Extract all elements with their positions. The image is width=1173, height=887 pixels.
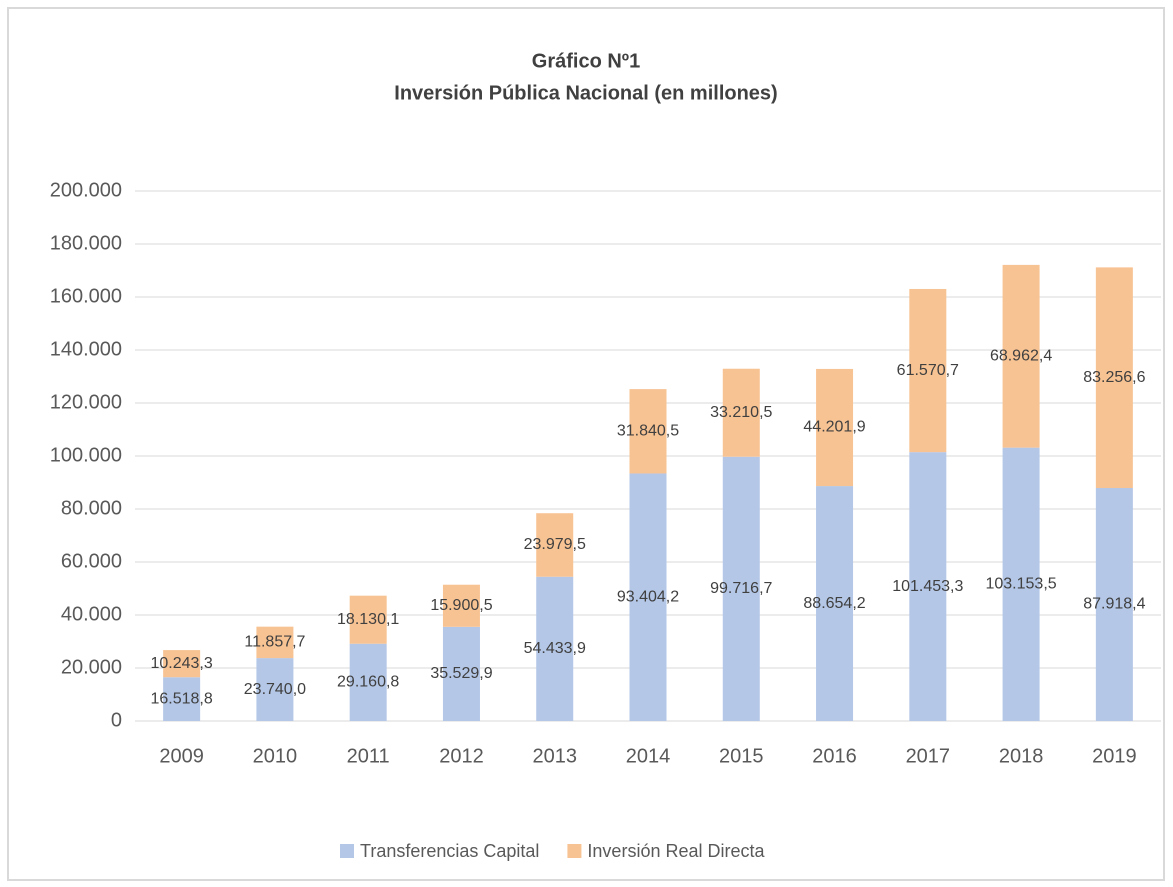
bar-segment xyxy=(1002,264,1040,448)
y-tick-label: 120.000 xyxy=(50,391,122,413)
bar-segment xyxy=(1095,267,1133,489)
data-label: 83.256,6 xyxy=(1083,369,1145,386)
x-tick-label: 2013 xyxy=(532,745,577,767)
bar-segment xyxy=(536,576,574,721)
bar-segment xyxy=(816,486,854,721)
legend-label: Transferencias Capital xyxy=(360,841,539,861)
x-tick-label: 2015 xyxy=(719,745,764,767)
data-label: 15.900,5 xyxy=(430,597,492,614)
bar-segment xyxy=(816,368,854,487)
y-tick-label: 20.000 xyxy=(61,656,122,678)
legend-swatch xyxy=(567,844,582,858)
bar-segment xyxy=(163,677,201,721)
data-label: 68.962,4 xyxy=(990,347,1052,364)
y-tick-label: 200.000 xyxy=(50,179,122,201)
chart-subtitle: Inversión Pública Nacional (en millones) xyxy=(394,82,777,104)
data-label: 29.160,8 xyxy=(337,674,399,691)
legend-label: Inversión Real Directa xyxy=(587,841,765,861)
data-label: 23.740,0 xyxy=(244,681,306,698)
x-tick-label: 2011 xyxy=(347,745,390,767)
chart-title: Gráfico Nº1 xyxy=(532,50,640,72)
data-label: 88.654,2 xyxy=(803,595,865,612)
y-tick-label: 40.000 xyxy=(61,603,122,625)
data-label: 44.201,9 xyxy=(803,419,865,436)
bar-segment xyxy=(256,626,294,659)
bar-segment xyxy=(629,389,667,474)
x-tick-label: 2016 xyxy=(812,745,857,767)
bar-segment xyxy=(722,456,760,721)
legend-swatch xyxy=(340,844,354,858)
data-label: 93.404,2 xyxy=(617,588,679,605)
bar-segment xyxy=(349,643,387,721)
y-tick-label: 60.000 xyxy=(61,550,122,572)
x-tick-label: 2019 xyxy=(1092,745,1137,767)
data-label: 99.716,7 xyxy=(710,580,772,597)
bar-segment xyxy=(722,368,760,457)
bar-segment xyxy=(442,626,480,721)
x-tick-label: 2018 xyxy=(999,745,1044,767)
y-tick-label: 80.000 xyxy=(61,497,122,519)
bar-segment xyxy=(256,658,294,721)
data-label: 87.918,4 xyxy=(1083,596,1145,613)
bar-segment xyxy=(909,452,947,721)
chart-border xyxy=(7,7,1165,881)
data-label: 61.570,7 xyxy=(897,362,959,379)
data-label: 54.433,9 xyxy=(524,640,586,657)
y-tick-label: 180.000 xyxy=(50,232,122,254)
x-tick-label: 2010 xyxy=(253,745,298,767)
x-tick-label: 2017 xyxy=(906,745,951,767)
data-label: 35.529,9 xyxy=(430,665,492,682)
data-label: 23.979,5 xyxy=(524,536,586,553)
bar-segment xyxy=(1002,447,1040,721)
x-tick-label: 2012 xyxy=(439,745,484,767)
y-tick-label: 0 xyxy=(111,709,122,731)
y-tick-label: 140.000 xyxy=(50,338,122,360)
bar-segment xyxy=(629,473,667,721)
x-tick-label: 2009 xyxy=(159,745,204,767)
data-label: 101.453,3 xyxy=(892,578,963,595)
data-label: 103.153,5 xyxy=(985,576,1056,593)
bar-segment xyxy=(1095,488,1133,721)
data-label: 31.840,5 xyxy=(617,423,679,440)
y-tick-label: 100.000 xyxy=(50,444,122,466)
data-label: 16.518,8 xyxy=(150,690,212,707)
data-label: 10.243,3 xyxy=(150,655,212,672)
data-label: 33.210,5 xyxy=(710,404,772,421)
bar-segment xyxy=(349,595,387,644)
data-label: 18.130,1 xyxy=(337,611,399,628)
bar-segment xyxy=(442,584,480,627)
bar-segment xyxy=(909,288,947,453)
data-label: 11.857,7 xyxy=(244,634,305,651)
bar-segment xyxy=(536,513,574,577)
y-tick-label: 160.000 xyxy=(50,285,122,307)
bar-segment xyxy=(163,650,201,678)
x-tick-label: 2014 xyxy=(626,745,671,767)
